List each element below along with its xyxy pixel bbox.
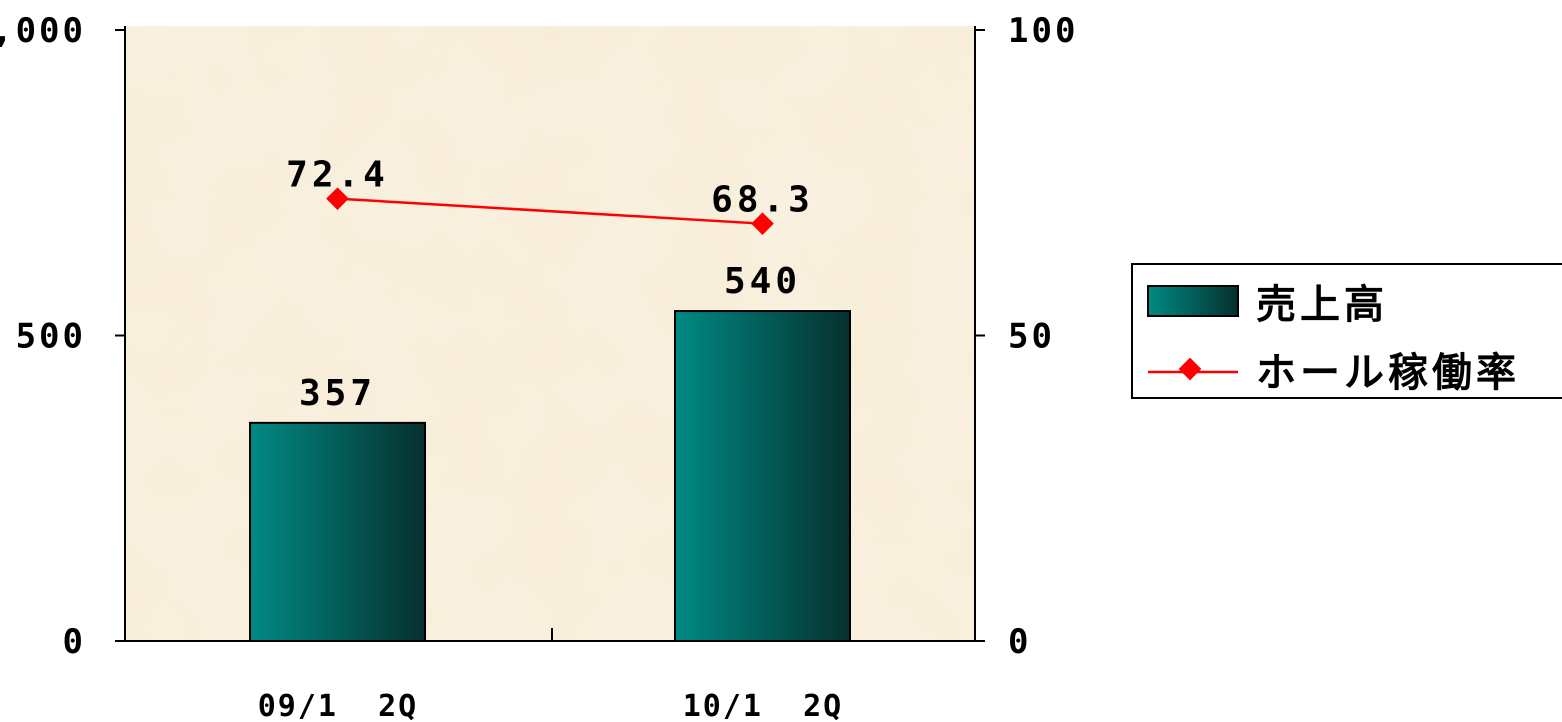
bar-1 xyxy=(674,310,851,642)
right-tick-label-2: 100 xyxy=(1008,11,1078,51)
right-tick-label-0: 0 xyxy=(1008,622,1031,662)
bar-series xyxy=(249,310,851,642)
legend-diamond-marker xyxy=(1178,357,1202,381)
line-value-label-0: 72.4 xyxy=(286,155,389,196)
right-tick-label-1: 50 xyxy=(1008,317,1055,357)
left-tick-label-0: 0 xyxy=(63,622,86,662)
legend-label-utilization: ホール稼働率 xyxy=(1256,350,1520,396)
axis-ticks: 0 500 ,000 0 50 100 xyxy=(0,11,1078,662)
x-tick-label-1: 10/1 2Q xyxy=(683,689,844,722)
left-tick-label-2: ,000 xyxy=(0,11,86,51)
left-tick-label-1: 500 xyxy=(16,317,86,357)
legend-swatch-bar xyxy=(1147,285,1239,317)
x-tick-label-0: 09/1 2Q xyxy=(258,689,419,722)
legend: 売上高 ホール稼働率 xyxy=(1131,263,1562,399)
legend-label-sales: 売上高 xyxy=(1256,282,1388,328)
utilization-line xyxy=(337,197,763,225)
bar-value-label-1: 540 xyxy=(724,261,801,302)
bar-value-label-0: 357 xyxy=(299,373,376,414)
data-labels: 357 540 72.4 68.3 xyxy=(286,155,814,414)
bar-0 xyxy=(249,421,426,642)
line-value-label-1: 68.3 xyxy=(711,180,814,221)
